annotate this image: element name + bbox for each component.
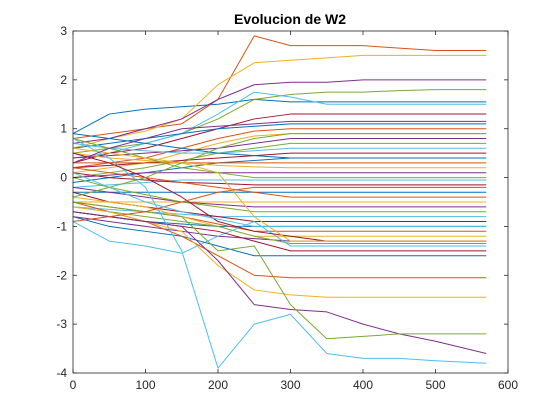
x-tick-label: 400	[353, 378, 373, 392]
y-tick-label: -2	[56, 268, 67, 282]
series-line-5	[72, 89, 487, 154]
series-line-12	[72, 142, 487, 179]
series-line-43	[72, 133, 487, 159]
x-tick-label: 200	[208, 378, 228, 392]
x-tick-label: 500	[425, 378, 445, 392]
y-tick-label: 3	[60, 24, 67, 38]
series-line-7	[72, 113, 487, 164]
series-line-19	[72, 138, 487, 179]
y-tick-label: -1	[56, 219, 67, 233]
series-line-45	[72, 147, 487, 242]
series-line-48	[72, 172, 487, 227]
x-tick-label: 0	[70, 378, 77, 392]
series-line-9	[72, 128, 487, 169]
series-line-2	[72, 35, 487, 139]
series-line-23	[72, 167, 487, 198]
series-layer	[72, 35, 487, 369]
series-line-25	[72, 186, 487, 208]
series-line-3	[72, 54, 487, 149]
series-line-44	[72, 186, 487, 223]
y-tick-label: -4	[56, 366, 67, 380]
x-tick-label: 100	[135, 378, 155, 392]
y-tick-label: 2	[60, 73, 67, 87]
chart-title: Evolucion de W2	[234, 11, 346, 27]
series-line-41	[72, 138, 487, 369]
x-axis: 0 100 200 300 400 500 600	[70, 31, 518, 392]
series-line-39	[72, 211, 487, 354]
series-line-6	[72, 91, 487, 159]
series-line-11	[72, 137, 487, 159]
series-line-40	[72, 201, 487, 340]
series-line-18	[72, 172, 487, 179]
series-line-4	[72, 79, 487, 144]
series-line-38	[72, 206, 487, 298]
series-line-46	[72, 120, 487, 164]
series-line-31	[72, 196, 487, 237]
series-line-17	[72, 152, 487, 169]
series-line-33	[72, 206, 487, 245]
y-axis: -4 -3 -2 -1 0 1 2 3	[56, 24, 508, 380]
x-tick-label: 300	[280, 378, 300, 392]
x-tick-label: 600	[498, 378, 518, 392]
series-line-13	[72, 142, 487, 154]
series-line-47	[72, 133, 487, 198]
series-line-1	[72, 98, 487, 135]
series-line-36	[72, 216, 487, 257]
series-line-8	[72, 123, 487, 149]
series-line-26	[72, 177, 487, 213]
y-tick-label: 0	[60, 171, 67, 185]
y-tick-label: 1	[60, 122, 67, 136]
y-tick-label: -3	[56, 317, 67, 331]
